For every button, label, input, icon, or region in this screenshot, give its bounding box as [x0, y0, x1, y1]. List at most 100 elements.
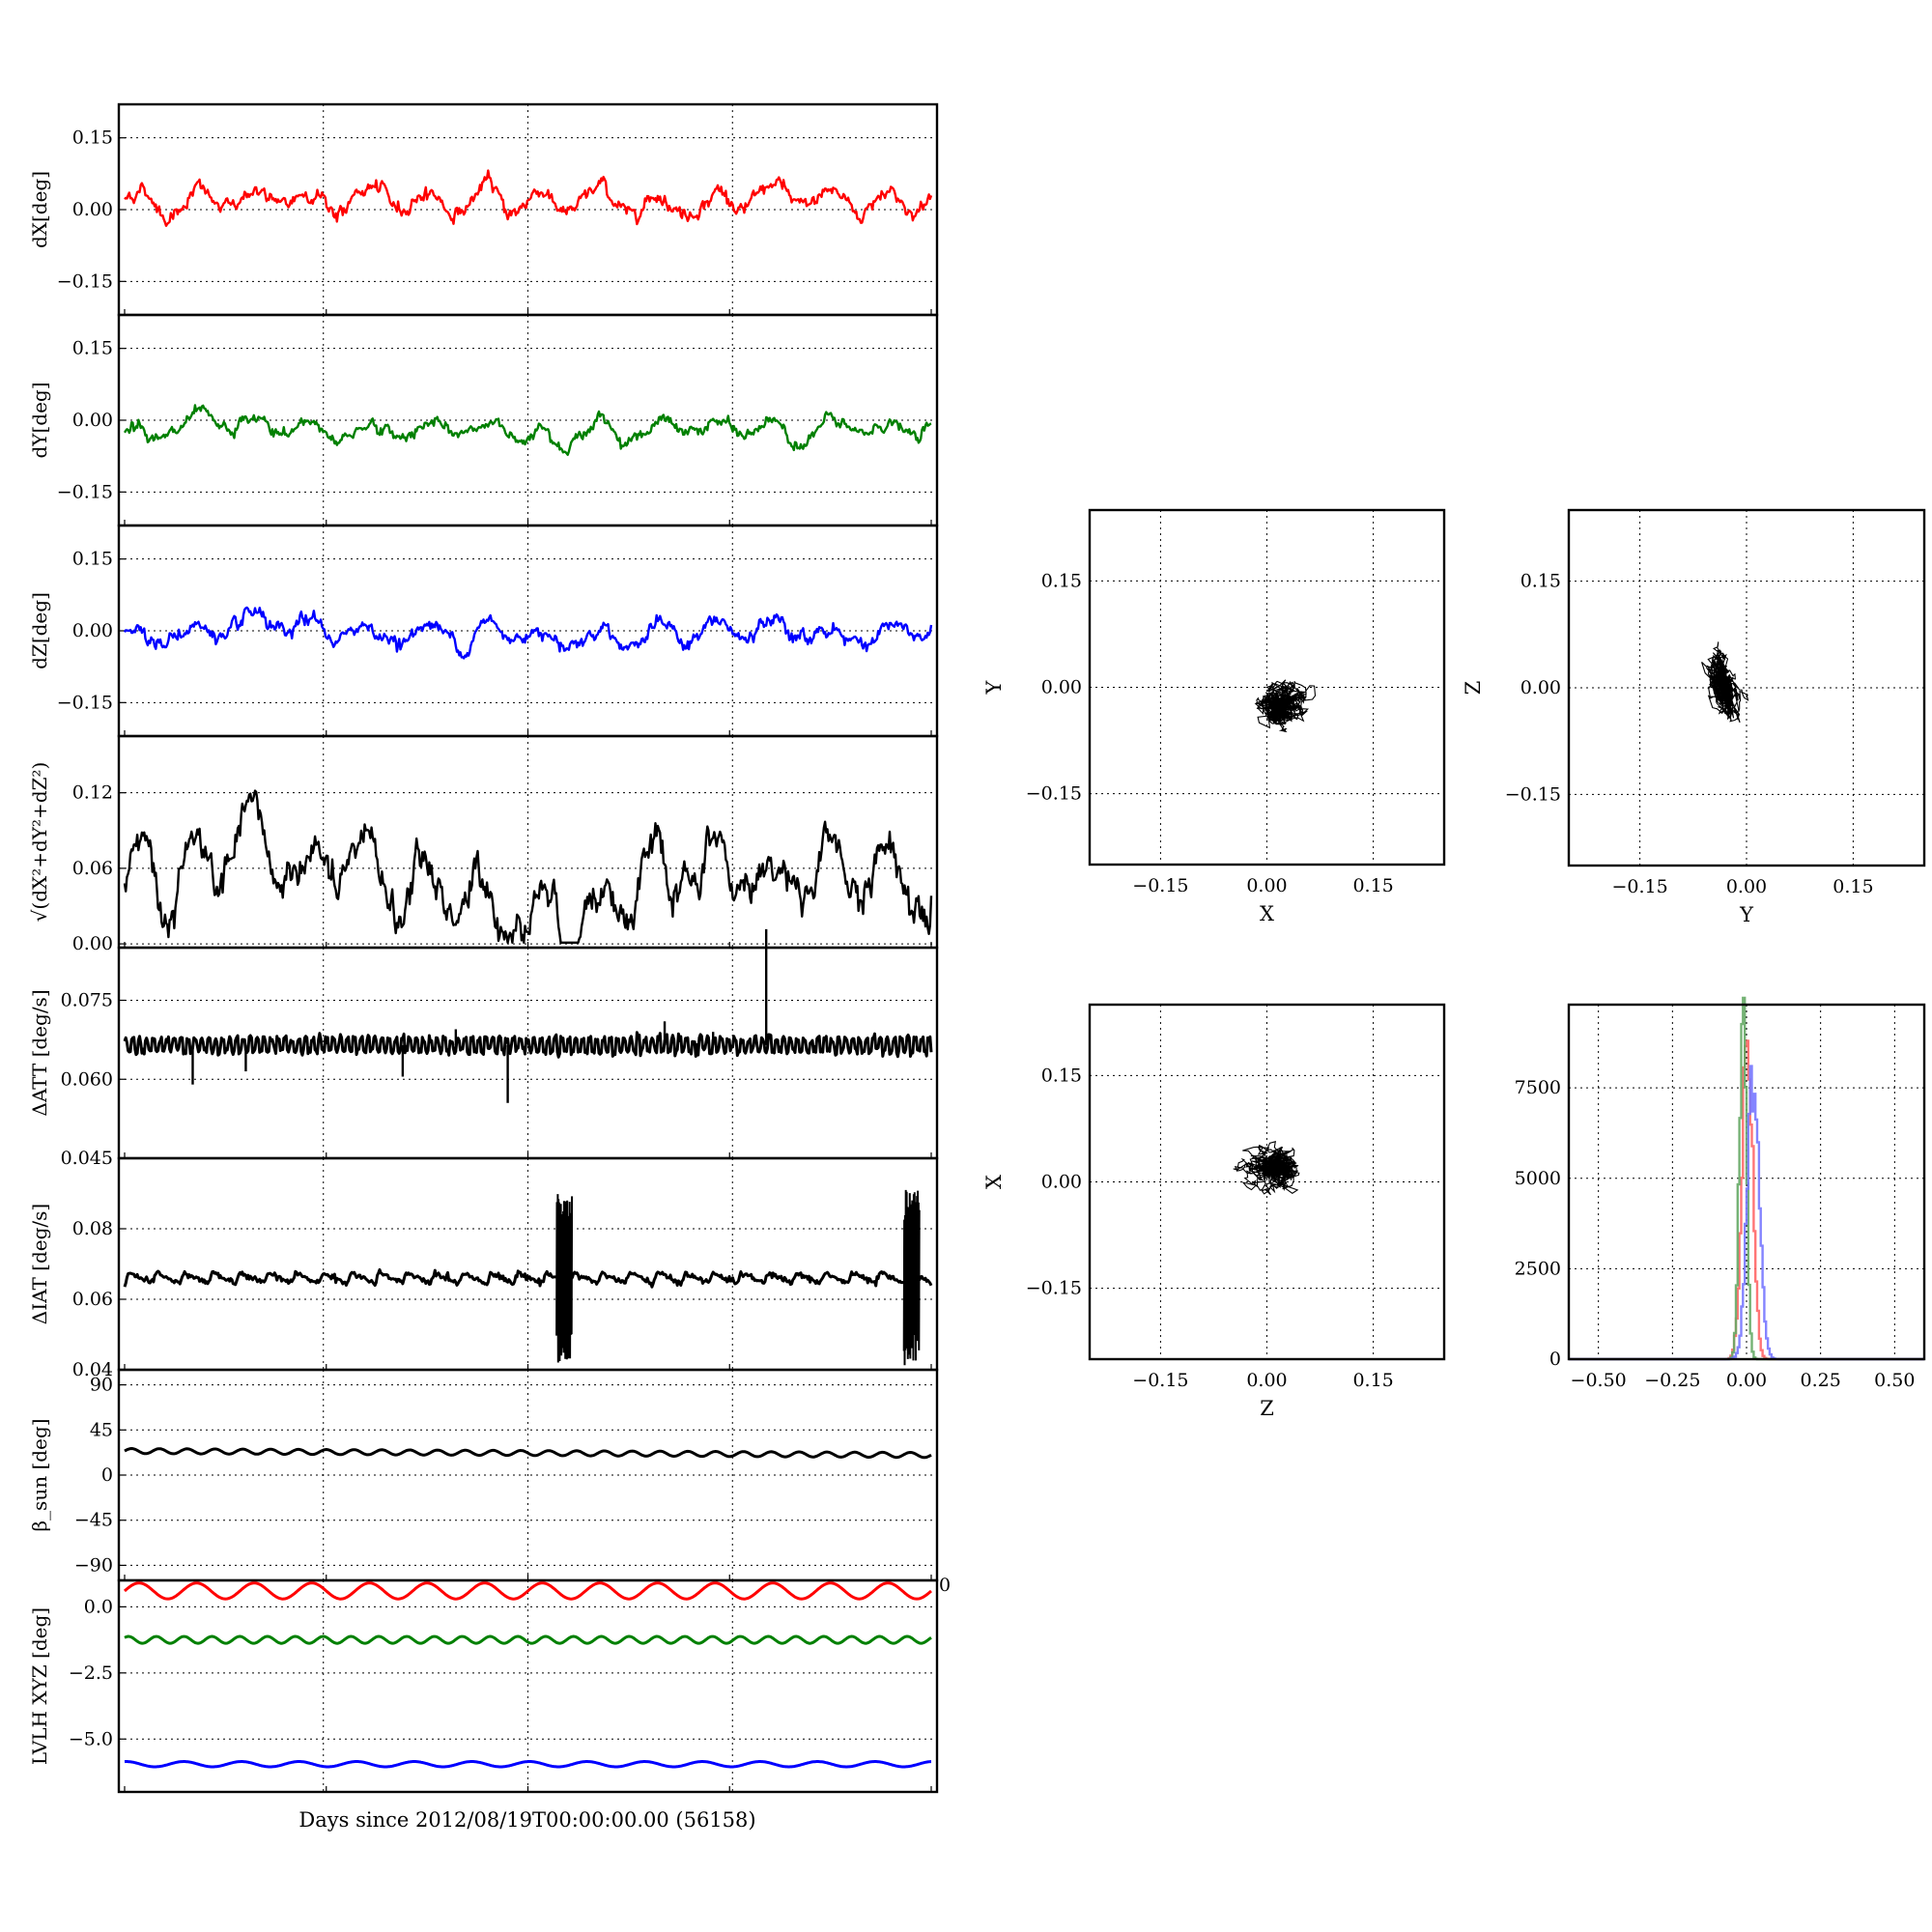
- x-tick-label: −0.15: [1132, 1370, 1188, 1391]
- x-tick-label: 0.15: [1833, 876, 1873, 897]
- panel-frame: [1088, 1003, 1446, 1361]
- y-axis-label: LVLH XYZ [deg]: [28, 1607, 51, 1765]
- x-axis-label: Days since 2012/08/19T00:00:00.00 (56158…: [298, 1808, 755, 1832]
- y-tick-label: 0.00: [72, 199, 113, 220]
- y-tick-label: 0.12: [72, 782, 113, 804]
- scatter-trail: [1254, 679, 1317, 733]
- panel-frame: [1567, 1003, 1926, 1361]
- y-tick-label: 0.00: [1520, 677, 1561, 698]
- y-tick-label: 0.15: [72, 549, 113, 570]
- series-line: [123, 789, 933, 944]
- y-axis-label: Z: [1462, 681, 1485, 696]
- y-tick-label: 45: [90, 1419, 113, 1440]
- panel-frame: [117, 1578, 939, 1794]
- y-tick-label: 7500: [1515, 1077, 1561, 1098]
- y-tick-label: 0.06: [72, 858, 113, 879]
- y-tick-label: −0.15: [1026, 783, 1082, 805]
- x-tick-label: 0.00: [1246, 875, 1287, 896]
- y-axis-label: ΔIAT [deg/s]: [28, 1204, 51, 1324]
- y-tick-label: 0.00: [1041, 677, 1082, 698]
- y-axis-label: √(dX²+dY²+dZ²): [28, 762, 51, 923]
- y-axis-label: ΔATT [deg/s]: [28, 989, 51, 1116]
- series-line: [123, 1581, 932, 1601]
- x-tick-label: −0.15: [1132, 875, 1188, 896]
- stack-panel-8: 0.0 −2.5 −5.0 LVLH XYZ [deg] 0: [28, 1575, 951, 1794]
- y-tick-label: 0.00: [72, 933, 113, 954]
- y-tick-label: 0: [1549, 1349, 1561, 1370]
- y-tick-label: 0: [101, 1464, 113, 1486]
- x-axis-label: Y: [1739, 903, 1754, 926]
- x-tick-label: −0.50: [1571, 1370, 1627, 1391]
- x-tick-label: −0.15: [1611, 876, 1667, 897]
- y-tick-label: 0.06: [72, 1289, 113, 1310]
- y-tick-label: −0.15: [57, 692, 113, 713]
- x-tick-label: 0.00: [1726, 876, 1767, 897]
- stack-panel-2: 0.15 0.00 −0.15 dY[deg]: [28, 313, 939, 527]
- scatter-trail: [1701, 641, 1749, 724]
- series-line: [123, 1267, 933, 1289]
- y-axis-label: dY[deg]: [28, 382, 51, 458]
- stack-panel-6: 0.08 0.06 0.04 ΔIAT [deg/s]: [28, 1156, 939, 1380]
- y-tick-label: −0.15: [57, 270, 113, 292]
- x-tick-label: −0.25: [1644, 1370, 1700, 1391]
- series-line: [124, 1634, 932, 1645]
- y-tick-label: 0.00: [72, 410, 113, 431]
- y-tick-label: −2.5: [69, 1662, 113, 1684]
- y-tick-label: 0.15: [1520, 571, 1561, 592]
- series-line: [124, 1447, 932, 1460]
- stack-panel-4: 0.12 0.06 0.00 √(dX²+dY²+dZ²): [28, 734, 939, 954]
- series-line: [124, 169, 933, 227]
- y-tick-label: 0.00: [72, 620, 113, 641]
- y-tick-label: −90: [74, 1554, 113, 1576]
- stack-panel-5: 0.075 0.060 0.045 ΔATT [deg/s]: [28, 928, 939, 1169]
- y-tick-label: 0.00: [1041, 1172, 1082, 1193]
- y-tick-label: 0.15: [1041, 570, 1082, 591]
- y-tick-label: 0.060: [61, 1068, 113, 1090]
- series-line: [123, 404, 932, 456]
- y-tick-label: −0.15: [1505, 783, 1561, 805]
- scatter-panel-3: −0.15 0.00 0.15 0.15 0.00 −0.15 Z X: [982, 1003, 1446, 1420]
- y-tick-label: 0.08: [72, 1218, 113, 1239]
- stack-panel-3: 0.15 0.00 −0.15 dZ[deg]: [28, 524, 939, 738]
- y-axis-label: Y: [982, 679, 1006, 695]
- burst-mark: [902, 1189, 921, 1366]
- y-tick-label: 0.04: [72, 1359, 113, 1380]
- y-tick-label: 0.045: [61, 1148, 113, 1169]
- x-tick-label: 0.00: [1726, 1370, 1767, 1391]
- stack-panel-1: 0.15 0.00 −0.15 dX[deg]: [28, 102, 939, 317]
- series-line: [123, 606, 933, 660]
- x-axis-label: X: [1260, 902, 1274, 925]
- scatter-panel-2: −0.15 0.00 0.15 0.15 0.00 −0.15 Y Z: [1462, 508, 1926, 926]
- y-tick-label: 2500: [1515, 1258, 1561, 1279]
- y-axis-label: dZ[deg]: [28, 592, 51, 669]
- x-tick-label: 0.00: [1246, 1370, 1287, 1391]
- x-axis-label: Z: [1260, 1397, 1274, 1420]
- histogram-panel: −0.50 −0.25 0.00 0.25 0.50 7500 5000 2500 0: [1515, 996, 1926, 1391]
- scatter-panel-1: −0.15 0.00 0.15 0.15 0.00 −0.15 X Y: [982, 508, 1446, 925]
- x-tick-label: 0.15: [1352, 875, 1393, 896]
- y-tick-label: 90: [90, 1375, 113, 1396]
- panel-frame: [1088, 508, 1446, 867]
- scatter-trail: [1233, 1141, 1300, 1196]
- panel-frame: [1567, 508, 1926, 867]
- x-tick-label: 0.25: [1801, 1370, 1841, 1391]
- x-tick-label: 0.15: [1352, 1370, 1393, 1391]
- y-tick-label: 0.15: [1041, 1065, 1082, 1086]
- y-tick-label: −5.0: [69, 1728, 113, 1749]
- y-tick-label: 0.15: [72, 128, 113, 149]
- x-tick-label: 0.50: [1874, 1370, 1915, 1391]
- y-tick-label: 0.15: [72, 338, 113, 359]
- burst-mark: [555, 1194, 574, 1363]
- y-tick-label: −0.15: [1026, 1278, 1082, 1299]
- extra-tick-label: 0: [939, 1575, 951, 1596]
- y-tick-label: −0.15: [57, 481, 113, 502]
- series-line: [124, 1760, 932, 1769]
- y-tick-label: −45: [74, 1510, 113, 1531]
- stack-panel-7: 90 45 0 −45 −90 β_sun [deg]: [28, 1368, 939, 1582]
- y-axis-label: X: [982, 1175, 1006, 1189]
- y-tick-label: 0.075: [61, 990, 113, 1011]
- y-tick-label: 5000: [1515, 1168, 1561, 1189]
- y-axis-label: dX[deg]: [28, 171, 51, 248]
- y-tick-label: 0.0: [84, 1596, 113, 1617]
